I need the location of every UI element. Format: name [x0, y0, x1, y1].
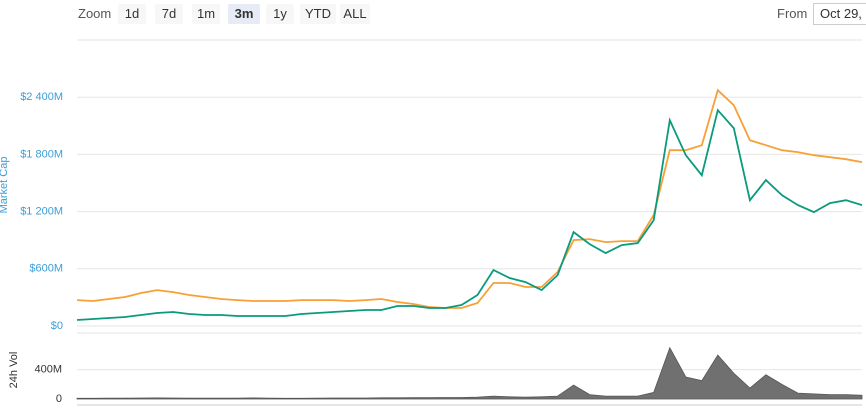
y-tick-label: $1 800M — [20, 148, 63, 160]
y-tick-label: $1 200M — [20, 206, 63, 218]
series-line — [76, 88, 863, 309]
zoom-button[interactable]: 7d — [155, 4, 183, 24]
y-axis-label: Market Cap — [0, 157, 10, 214]
zoom-button[interactable]: 3m — [228, 4, 260, 24]
volume-area — [76, 346, 863, 400]
zoom-button[interactable]: ALL — [340, 4, 370, 24]
y-tick-label: $0 — [51, 320, 63, 332]
y-tick-label: 400M — [34, 364, 62, 376]
y-tick-label: $600M — [29, 263, 63, 275]
zoom-button[interactable]: YTD — [300, 4, 336, 24]
zoom-button[interactable]: 1m — [192, 4, 220, 24]
series-line — [76, 108, 863, 321]
zoom-label: Zoom — [78, 6, 112, 21]
from-label: From — [777, 6, 808, 21]
y-tick-label: $2 400M — [20, 91, 63, 103]
y-tick-label: 0 — [56, 393, 62, 405]
zoom-button[interactable]: 1d — [118, 4, 146, 24]
zoom-button[interactable]: 1y — [266, 4, 294, 24]
y-axis-label: 24h Vol — [8, 352, 20, 389]
from-input[interactable]: Oct 29, — [813, 3, 866, 25]
